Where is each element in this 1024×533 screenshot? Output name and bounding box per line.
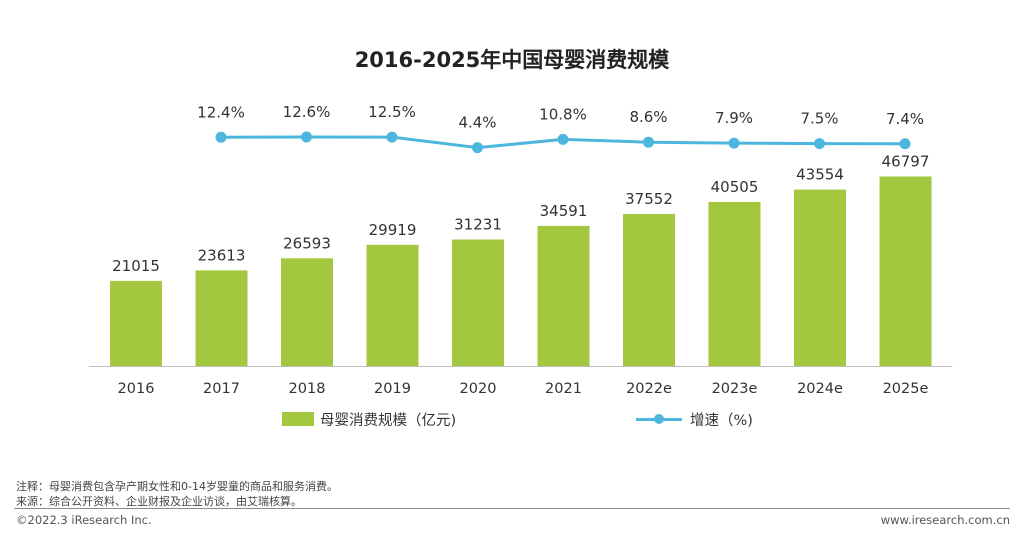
x-tick-label: 2021 xyxy=(545,381,582,397)
bar xyxy=(623,213,675,366)
legend-bar-swatch xyxy=(282,412,314,426)
bar xyxy=(879,176,932,366)
growth-point xyxy=(814,138,825,150)
bar xyxy=(366,244,419,366)
legend-line-swatch xyxy=(636,412,682,426)
growth-value-label: 12.5% xyxy=(368,103,416,121)
bar xyxy=(794,189,846,366)
x-tick-label: 2018 xyxy=(289,381,326,397)
bar-value-label: 21015 xyxy=(112,257,160,275)
bar xyxy=(452,239,504,366)
bar xyxy=(708,201,761,366)
legend-item-bar: 母婴消费规模（亿元) xyxy=(282,409,456,429)
growth-value-label: 10.8% xyxy=(539,105,587,123)
website-text: www.iresearch.com.cn xyxy=(880,513,1010,527)
growth-point xyxy=(643,136,654,148)
x-tick-label: 2017 xyxy=(203,381,240,397)
growth-value-label: 7.4% xyxy=(886,110,924,128)
note-text: 注释：母婴消费包含孕产期女性和0-14岁婴童的商品和服务消费。 xyxy=(16,480,338,493)
growth-point xyxy=(557,133,569,145)
legend-item-line: 增速（%) xyxy=(636,409,753,429)
bar xyxy=(537,225,590,366)
growth-value-label: 7.5% xyxy=(800,110,838,128)
growth-point xyxy=(301,131,312,143)
x-tick-label: 2016 xyxy=(118,381,155,397)
x-tick-label: 2023e xyxy=(712,381,758,397)
growth-value-label: 12.6% xyxy=(283,103,331,121)
x-tick-label: 2019 xyxy=(374,381,411,397)
legend-line-label: 增速（%) xyxy=(690,412,753,429)
bar xyxy=(110,280,162,366)
bar-value-label: 23613 xyxy=(198,246,246,264)
bar-value-label: 43554 xyxy=(796,166,844,184)
growth-value-label: 4.4% xyxy=(458,114,496,132)
bar-value-label: 40505 xyxy=(711,178,759,196)
growth-value-label: 12.4% xyxy=(197,103,245,121)
footer-divider xyxy=(14,508,1010,509)
copyright-text: ©2022.3 iResearch Inc. xyxy=(16,513,152,527)
bars-layer xyxy=(110,176,932,366)
x-tick-label: 2025e xyxy=(883,381,929,397)
growth-value-label: 7.9% xyxy=(715,109,753,127)
bar-value-label: 29919 xyxy=(369,221,417,239)
bar xyxy=(281,258,333,366)
growth-point xyxy=(215,131,227,143)
growth-point xyxy=(728,137,740,149)
bar-value-label: 26593 xyxy=(283,234,331,252)
chart-title: 2016-2025年中国母婴消费规模 xyxy=(354,48,670,72)
bar-value-label: 34591 xyxy=(540,202,588,220)
x-tick-label: 2024e xyxy=(797,381,843,397)
legend-bar-label: 母婴消费规模（亿元) xyxy=(320,412,457,429)
bar xyxy=(195,270,248,366)
x-tick-label: 2022e xyxy=(626,381,672,397)
growth-line-layer xyxy=(215,131,911,154)
bar-value-label: 37552 xyxy=(625,190,673,208)
growth-point xyxy=(899,138,911,150)
labels-layer: 21015 2016 23613 2017 26593 2018 29919 2019 3123… xyxy=(112,103,929,397)
growth-value-label: 8.6% xyxy=(629,108,667,126)
bar-value-label: 31231 xyxy=(454,216,502,234)
growth-point xyxy=(472,142,483,154)
source-text: 来源：综合公开资料、企业财报及企业访谈，由艾瑞核算。 xyxy=(16,495,302,508)
bar-value-label: 46797 xyxy=(882,152,930,170)
growth-point xyxy=(386,131,398,143)
x-tick-label: 2020 xyxy=(460,381,497,397)
